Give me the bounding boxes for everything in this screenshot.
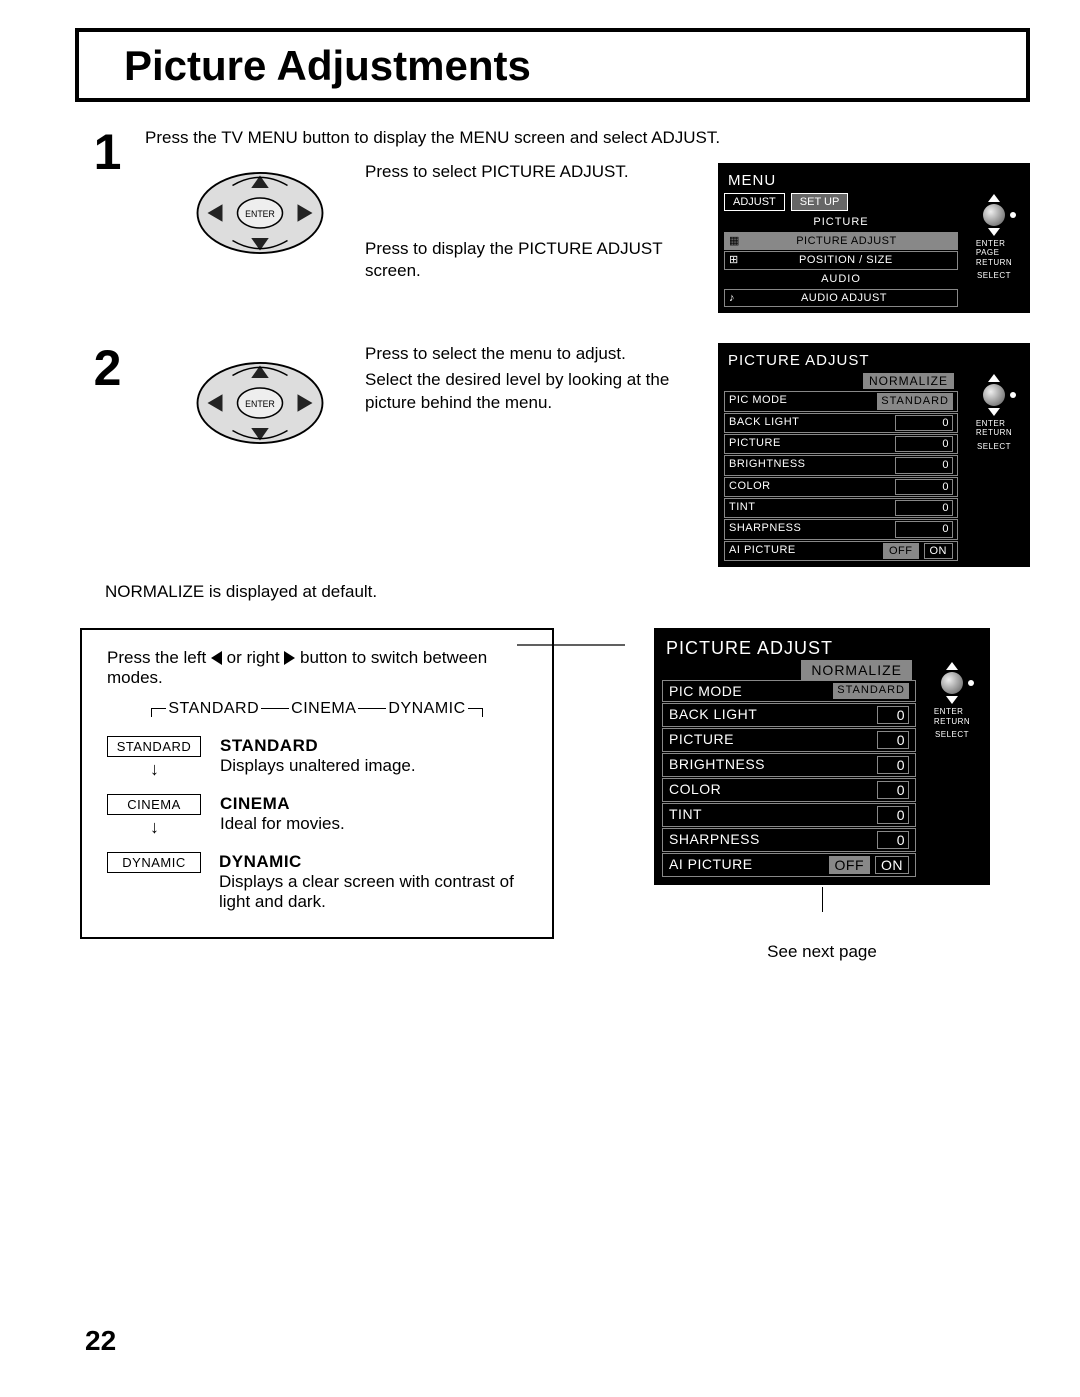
- step-1: 1 Press the TV MENU button to display th…: [85, 127, 1030, 313]
- step2-note: NORMALIZE is displayed at default.: [105, 581, 1030, 603]
- mode-standard: STANDARD ↓ STANDARD Displays unaltered i…: [107, 736, 527, 780]
- row-tint: TINT0: [724, 498, 958, 518]
- osd-joystick-hint-3: ENTERRETURN SELECT: [922, 661, 982, 877]
- menu-row-picture-adjust: ▦PICTURE ADJUST: [724, 232, 958, 250]
- menu-section-picture: PICTURE: [724, 213, 958, 231]
- modes-intro-a: Press the left: [107, 648, 211, 667]
- row-tint-big: TINT0: [662, 803, 916, 827]
- menu-row-position: ⊞POSITION / SIZE: [724, 251, 958, 269]
- page-title: Picture Adjustments: [124, 42, 1006, 90]
- osd-menu-title: MENU: [724, 169, 1024, 193]
- svg-text:ENTER: ENTER: [245, 399, 275, 409]
- osd-picture-adjust-small: PICTURE ADJUST NORMALIZE PIC MODESTANDAR…: [718, 343, 1030, 566]
- osd-picture-adjust-big: PICTURE ADJUST NORMALIZE PIC MODESTANDAR…: [654, 628, 990, 885]
- row-color: COLOR0: [724, 477, 958, 497]
- dpad-icon: ENTER: [185, 163, 335, 269]
- osd-pic-title-big: PICTURE ADJUST: [662, 636, 982, 661]
- row-ai-big: AI PICTURE OFFON: [662, 853, 916, 877]
- tab-adjust: ADJUST: [724, 193, 785, 211]
- osd-pic-title: PICTURE ADJUST: [724, 349, 1024, 373]
- step1-intro: Press the TV MENU button to display the …: [145, 127, 1030, 149]
- right-arrow-icon: [284, 651, 295, 665]
- osd-menu: MENU ADJUST SET UP PICTURE ▦PICTURE ADJU…: [718, 163, 1030, 313]
- row-picmode-big: PIC MODESTANDARD: [662, 680, 916, 702]
- callout-line: [822, 887, 823, 912]
- row-brightness-big: BRIGHTNESS0: [662, 753, 916, 777]
- tab-setup: SET UP: [791, 193, 849, 211]
- row-picmode: PIC MODESTANDARD: [724, 391, 958, 411]
- step2-line1: Press to select the menu to adjust.: [365, 343, 718, 365]
- dpad-icon-2: ENTER: [185, 353, 335, 459]
- row-sharpness-big: SHARPNESS0: [662, 828, 916, 852]
- enter-label: ENTER: [245, 209, 275, 219]
- page-number: 22: [85, 1325, 116, 1357]
- step-number-1: 1: [85, 127, 130, 313]
- title-frame: Picture Adjustments: [75, 28, 1030, 102]
- step1-line1: Press to select PICTURE ADJUST.: [365, 161, 718, 183]
- mode-box: Press the left or right button to switch…: [80, 628, 554, 939]
- row-brightness: BRIGHTNESS0: [724, 455, 958, 475]
- row-backlight-big: BACK LIGHT0: [662, 703, 916, 727]
- row-picture-big: PICTURE0: [662, 728, 916, 752]
- left-arrow-icon: [211, 651, 222, 665]
- osd-joystick-hint: ENTERPAGERETURN SELECT: [964, 193, 1024, 308]
- row-color-big: COLOR0: [662, 778, 916, 802]
- mode-cinema: CINEMA ↓ CINEMA Ideal for movies.: [107, 794, 527, 838]
- row-backlight: BACK LIGHT0: [724, 413, 958, 433]
- osd-joystick-hint-2: ENTERRETURN SELECT: [964, 373, 1024, 561]
- mode-dynamic: DYNAMIC DYNAMIC Displays a clear screen …: [107, 852, 527, 912]
- see-next-page: See next page: [654, 942, 990, 962]
- menu-row-audio: ♪AUDIO ADJUST: [724, 289, 958, 307]
- row-picture: PICTURE0: [724, 434, 958, 454]
- menu-section-audio: AUDIO: [724, 270, 958, 288]
- modes-intro-b: or right: [227, 648, 285, 667]
- step2-line2: Select the desired level by looking at t…: [365, 369, 718, 413]
- normalize-row: NORMALIZE: [724, 373, 958, 391]
- row-ai: AI PICTURE OFFON: [724, 541, 958, 561]
- step-number-2: 2: [85, 343, 130, 603]
- mode-chain: STANDARD CINEMA DYNAMIC: [107, 700, 527, 718]
- step1-line2: Press to display the PICTURE ADJUST scre…: [365, 238, 718, 282]
- step-2: 2 ENTER Press to select the menu to adju…: [85, 343, 1030, 603]
- row-sharpness: SHARPNESS0: [724, 519, 958, 539]
